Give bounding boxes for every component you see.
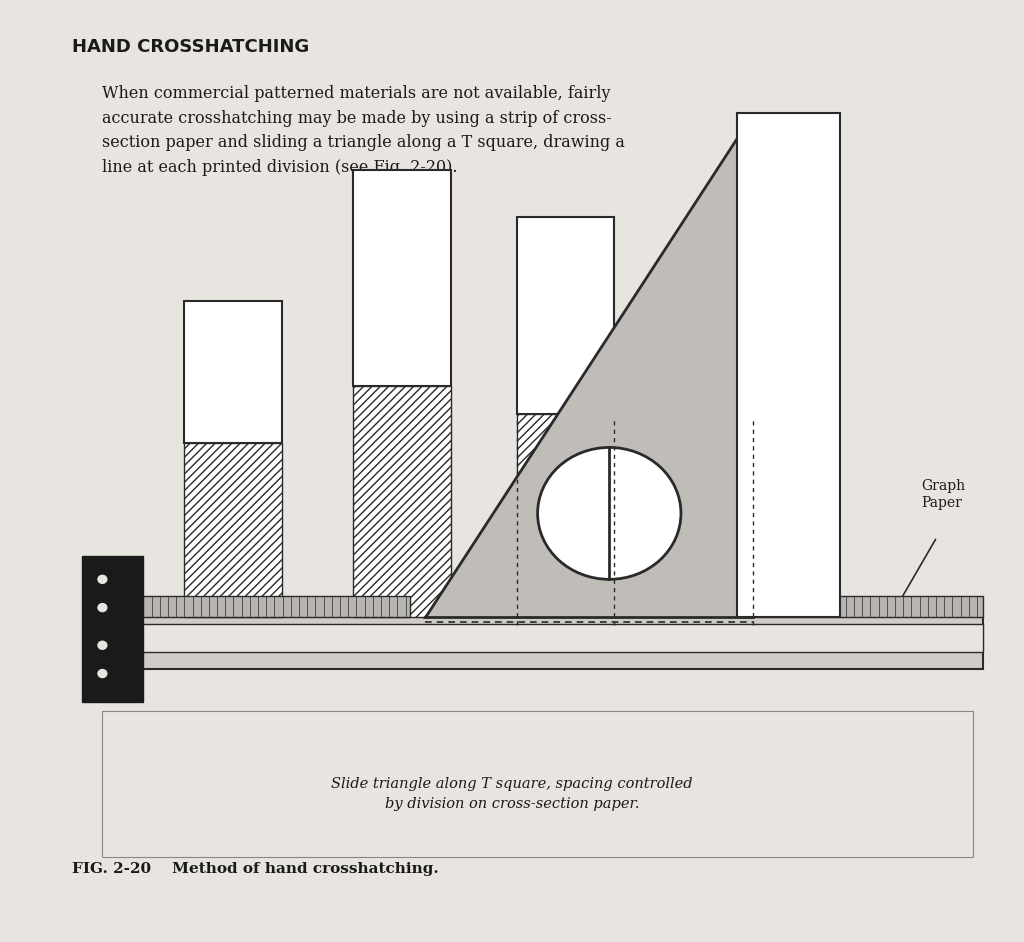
Text: Graph
Paper: Graph Paper [922,479,966,511]
Text: When commercial patterned materials are not available, fairly
accurate crosshatc: When commercial patterned materials are … [102,85,626,176]
Text: FIG. 2-20    Method of hand crosshatching.: FIG. 2-20 Method of hand crosshatching. [72,862,438,876]
Bar [184,301,282,443]
Text: HAND CROSSHATCHING: HAND CROSSHATCHING [72,38,309,56]
Bar [102,596,410,617]
Bar [102,711,973,857]
Circle shape [97,575,108,584]
Bar [102,624,983,652]
Bar [184,443,282,617]
Bar [737,113,840,617]
Bar [353,170,451,386]
Circle shape [97,669,108,678]
Circle shape [97,603,108,612]
Circle shape [97,641,108,650]
Circle shape [538,447,681,579]
Bar [102,617,983,669]
Bar [748,596,983,617]
Bar [517,414,614,617]
Polygon shape [425,113,753,617]
Bar [353,386,451,617]
Bar [517,217,614,414]
Bar [82,556,143,702]
Text: Slide triangle along T square, spacing controlled
by division on cross-section p: Slide triangle along T square, spacing c… [331,777,693,811]
